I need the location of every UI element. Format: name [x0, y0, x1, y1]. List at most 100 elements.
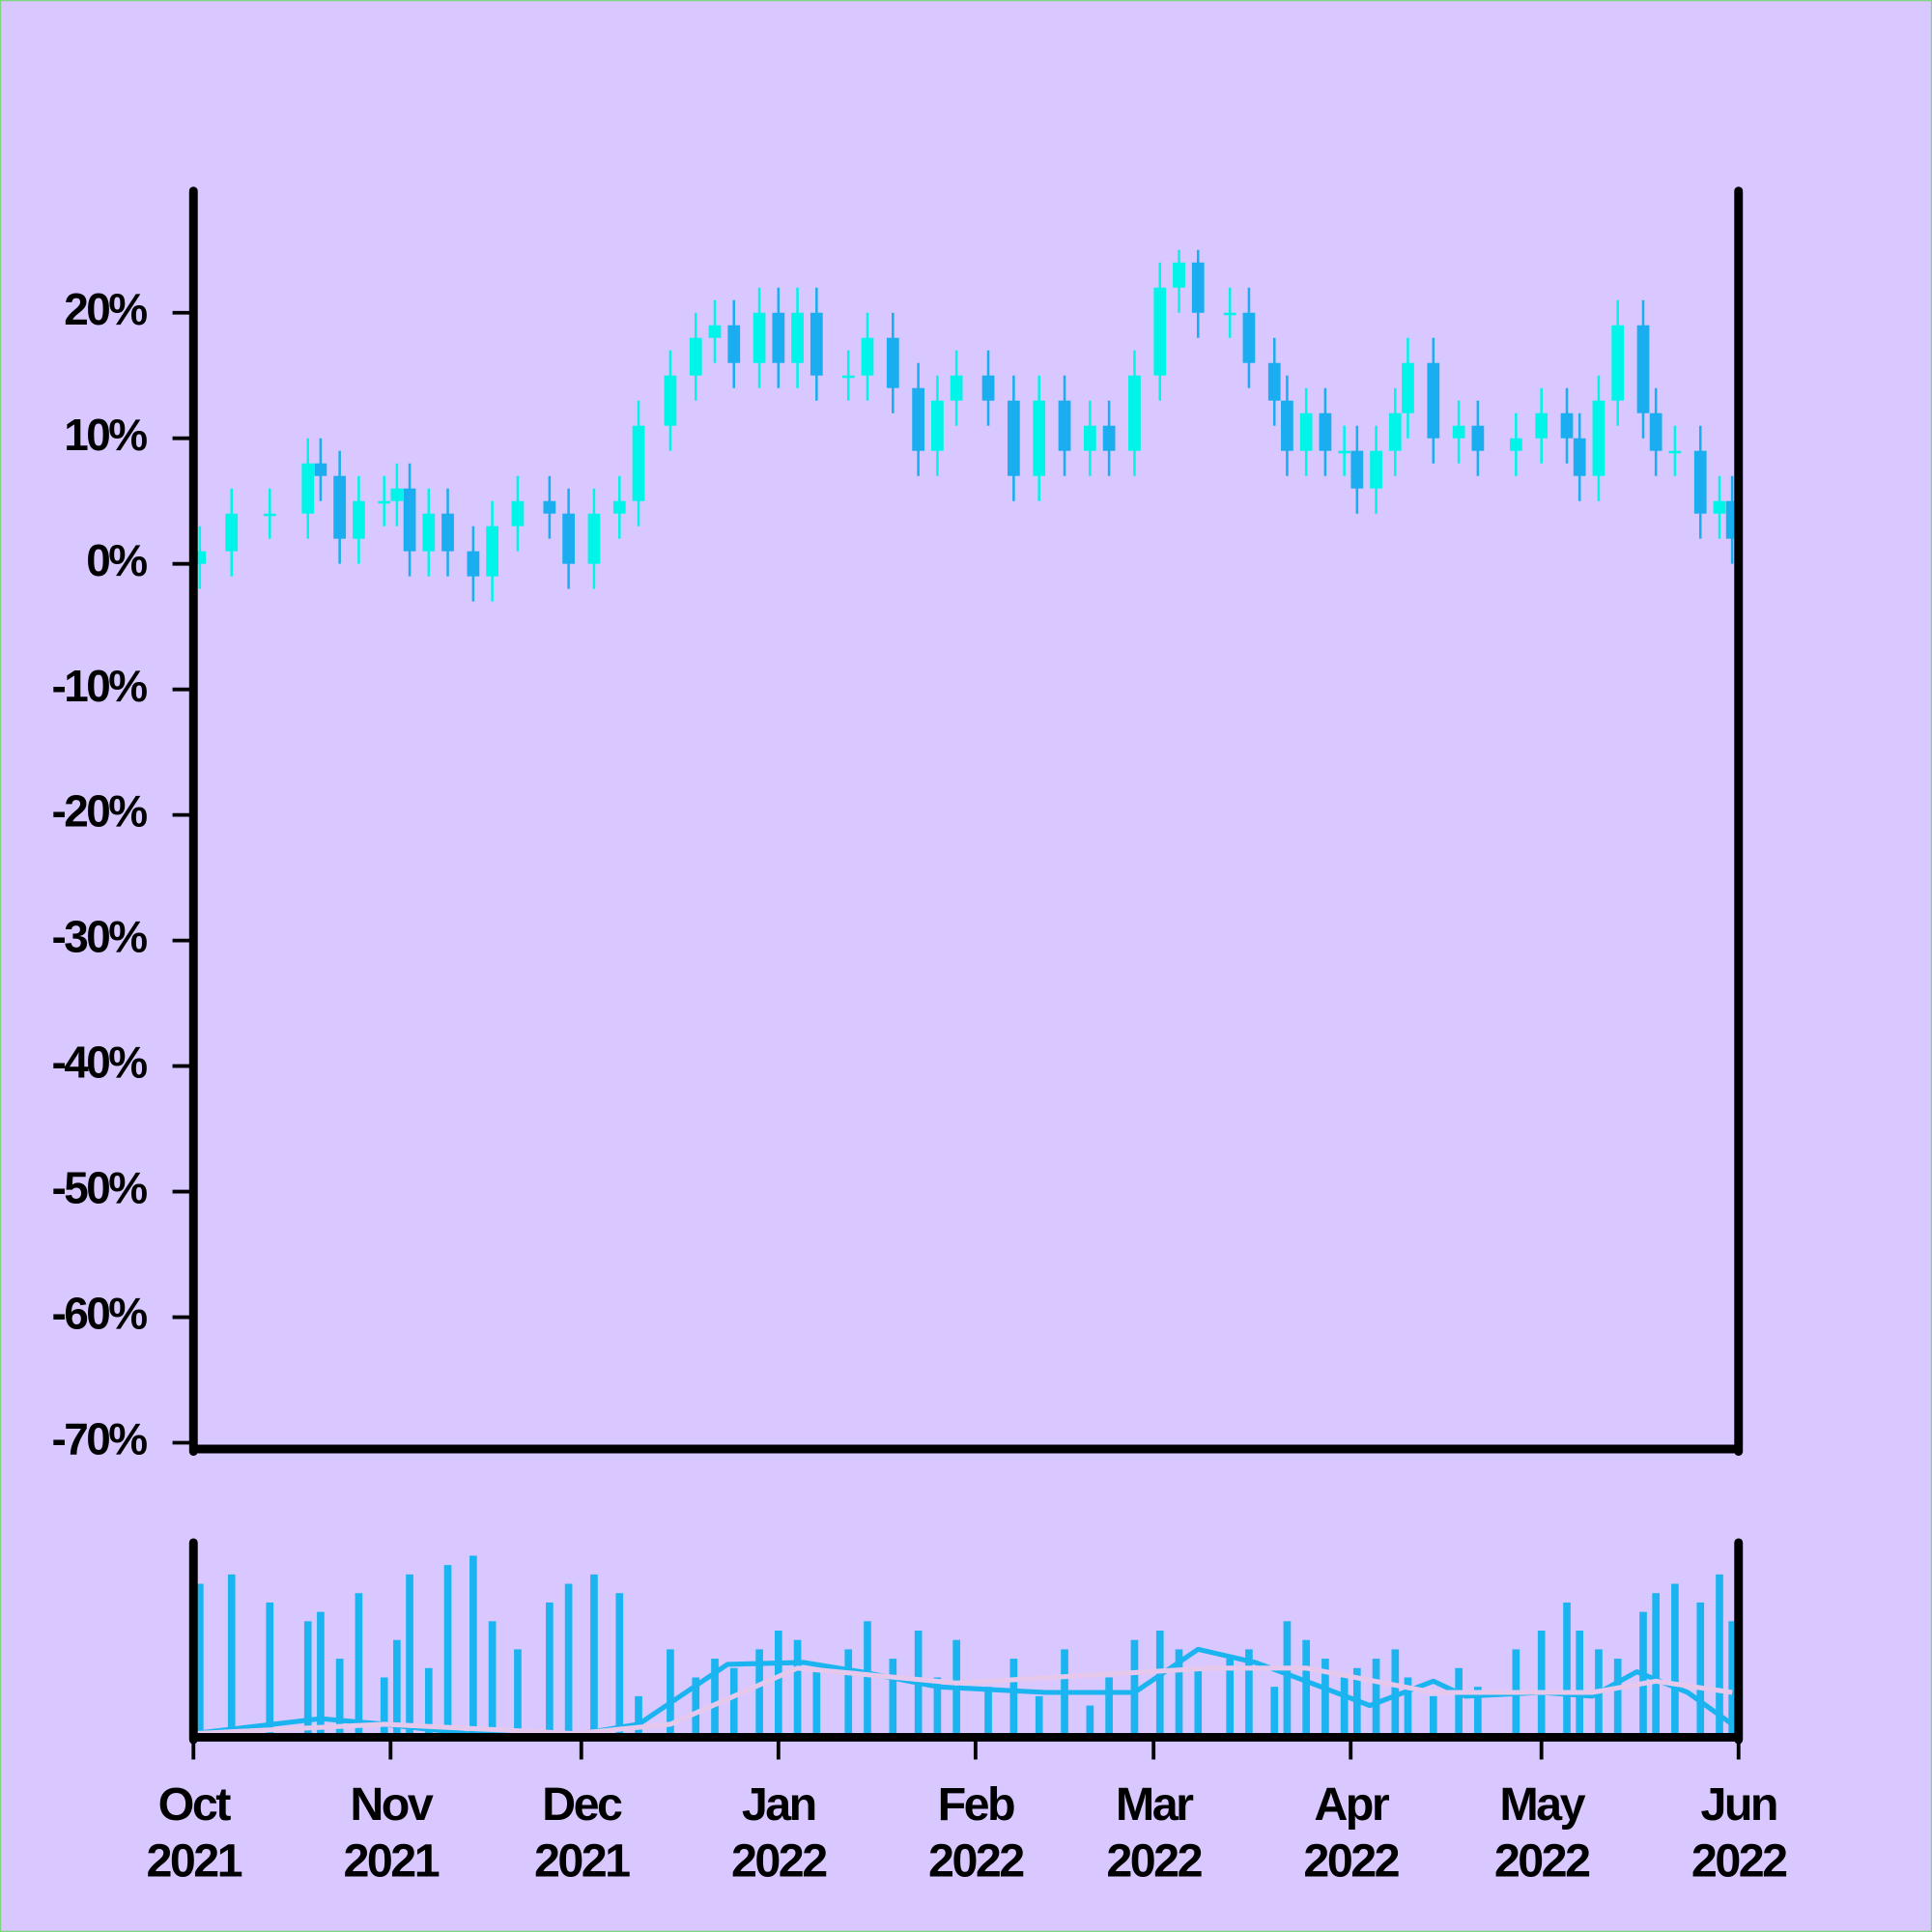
volume-bar: [1175, 1649, 1183, 1734]
volume-bar: [546, 1602, 554, 1734]
candle-body: [861, 337, 874, 376]
candle-body: [333, 475, 347, 539]
volume-bar: [1155, 1631, 1164, 1734]
volume-panel: [188, 1538, 1744, 1745]
candle-body: [1402, 362, 1414, 413]
candle-body: [1573, 438, 1586, 476]
x-tick-label-line: Dec: [542, 1778, 622, 1831]
y-tick-label: -60%: [52, 1289, 148, 1339]
x-tick-label-line: May: [1499, 1778, 1585, 1831]
volume-bars: [196, 1555, 1736, 1734]
volume-bar: [355, 1593, 363, 1734]
candles: [193, 249, 1739, 602]
candle-body: [562, 513, 575, 564]
candle-body: [1471, 425, 1485, 451]
volume-bar: [1086, 1705, 1094, 1734]
x-tick-label-line: Nov: [350, 1778, 433, 1831]
candle-body: [632, 425, 645, 501]
candle-body: [1592, 400, 1605, 476]
candle-body: [612, 500, 626, 514]
candle-body: [664, 375, 677, 426]
x-tick-label-line: 2021: [534, 1835, 630, 1888]
volume-bar: [406, 1574, 413, 1734]
x-tick-label: Oct 2021: [146, 1778, 242, 1888]
volume-bar: [1194, 1667, 1203, 1734]
candle-body: [422, 513, 436, 552]
x-tick-label: Apr 2022: [1303, 1778, 1398, 1888]
volume-bar: [443, 1565, 452, 1734]
candle-body: [810, 312, 823, 376]
volume-bar: [1455, 1667, 1463, 1734]
volume-bar: [1372, 1659, 1380, 1734]
volume-bar: [266, 1602, 274, 1734]
volume-bar: [615, 1593, 624, 1734]
volume-bar: [1716, 1574, 1723, 1734]
volume-bar: [564, 1583, 573, 1734]
candle-body: [1388, 412, 1402, 451]
candle-body: [708, 325, 722, 338]
volume-bar: [1728, 1621, 1736, 1734]
volume-bar: [1696, 1602, 1705, 1734]
x-tick-label: Dec 2021: [534, 1778, 630, 1888]
volume-bar: [933, 1677, 942, 1734]
volume-bar: [1391, 1649, 1400, 1734]
candle-body: [441, 513, 454, 552]
candle-body: [1427, 362, 1440, 439]
volume-bar: [1035, 1695, 1043, 1734]
volume-bar: [317, 1611, 325, 1734]
candle-body: [1173, 262, 1185, 288]
volume-bar: [1283, 1621, 1292, 1734]
volume-bar: [692, 1677, 700, 1734]
x-tick-label-line: Jan: [742, 1778, 815, 1831]
candle-body: [353, 500, 365, 539]
candle-body: [1191, 262, 1205, 313]
volume-bar: [393, 1639, 401, 1734]
candle-body: [1668, 450, 1682, 454]
x-tick-label: Jun 2022: [1691, 1778, 1786, 1888]
candle-body: [689, 337, 702, 376]
volume-bar: [514, 1649, 522, 1734]
candle-body: [225, 513, 239, 552]
volume-bar: [844, 1649, 853, 1734]
candle-body: [1535, 412, 1548, 439]
y-tick-label: -70%: [52, 1414, 148, 1464]
x-tick-label-line: Feb: [938, 1778, 1014, 1831]
x-tick-label-line: Mar: [1116, 1778, 1194, 1831]
candle-body: [981, 375, 995, 401]
volume-bar: [635, 1695, 642, 1734]
candle-body: [912, 387, 925, 451]
candle-body: [1611, 325, 1625, 401]
candle-body: [1281, 400, 1293, 451]
candle-body: [1350, 450, 1364, 489]
volume-bar: [812, 1667, 821, 1734]
candle-body: [1128, 375, 1141, 451]
candle-body: [1267, 362, 1281, 401]
volume-bar: [303, 1621, 312, 1734]
candle-body: [772, 312, 785, 363]
y-tick-label: -10%: [52, 661, 148, 711]
y-tick-label: -50%: [52, 1163, 148, 1213]
volume-bar: [984, 1687, 992, 1734]
volume-bar: [380, 1677, 388, 1734]
candle-body: [1370, 450, 1382, 489]
x-tick-label: May 2022: [1494, 1778, 1589, 1888]
candle-body: [378, 500, 391, 504]
candle-body: [314, 463, 327, 476]
volume-bar: [667, 1649, 674, 1734]
volume-bar: [729, 1667, 738, 1734]
volume-bar: [590, 1574, 598, 1734]
candle-body: [1509, 438, 1522, 451]
candle-body: [543, 500, 556, 514]
volume-bar: [1245, 1649, 1253, 1734]
candle-body: [1713, 500, 1726, 514]
volume-bar: [755, 1649, 763, 1734]
volume-bar: [227, 1574, 236, 1734]
volume-bar: [1321, 1659, 1329, 1734]
volume-bar: [1576, 1631, 1584, 1734]
volume-bar: [889, 1659, 897, 1734]
volume-bar: [488, 1621, 497, 1734]
candle-body: [1338, 450, 1351, 454]
volume-bar: [1537, 1631, 1546, 1734]
volume-bar: [1226, 1659, 1234, 1734]
volume-bar: [864, 1621, 871, 1734]
